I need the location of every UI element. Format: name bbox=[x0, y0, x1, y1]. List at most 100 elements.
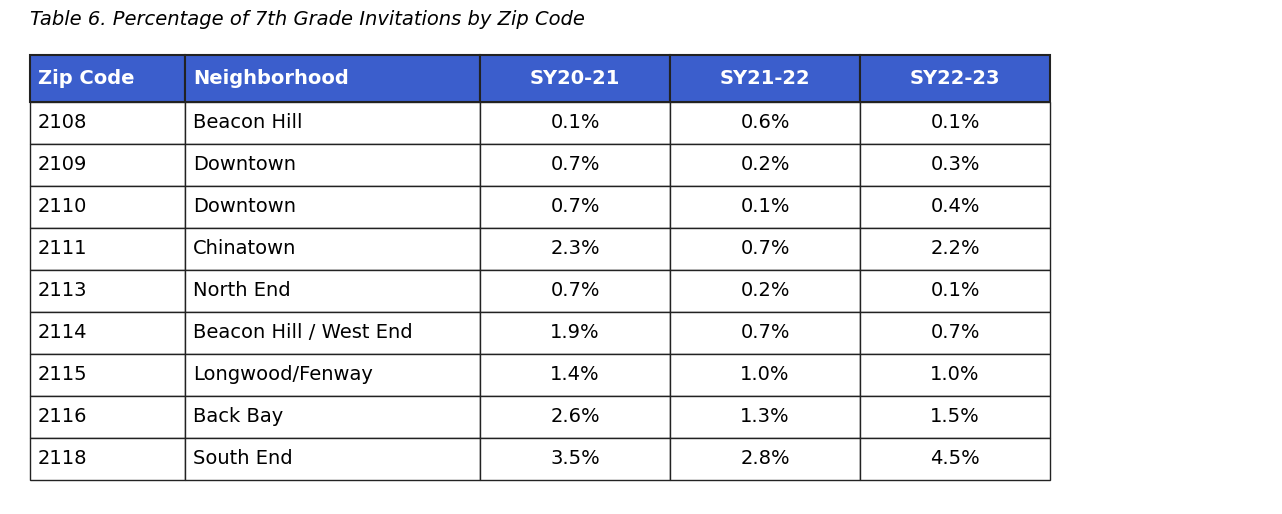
Text: 1.3%: 1.3% bbox=[740, 408, 790, 427]
Bar bbox=[670, 228, 860, 270]
Text: 0.1%: 0.1% bbox=[931, 114, 979, 133]
Bar bbox=[670, 186, 860, 228]
Text: Beacon Hill / West End: Beacon Hill / West End bbox=[194, 323, 413, 342]
Text: 2.2%: 2.2% bbox=[931, 240, 979, 259]
Text: 2116: 2116 bbox=[38, 408, 87, 427]
Text: Zip Code: Zip Code bbox=[38, 69, 135, 88]
Bar bbox=[185, 438, 479, 480]
Bar bbox=[860, 102, 1050, 144]
Text: Neighborhood: Neighborhood bbox=[194, 69, 349, 88]
Bar bbox=[185, 312, 479, 354]
Text: 0.7%: 0.7% bbox=[550, 282, 600, 301]
Bar bbox=[185, 396, 479, 438]
Text: 0.2%: 0.2% bbox=[740, 156, 790, 174]
Text: 0.2%: 0.2% bbox=[740, 282, 790, 301]
Text: 2.3%: 2.3% bbox=[550, 240, 600, 259]
Text: 4.5%: 4.5% bbox=[931, 450, 979, 468]
Text: 2115: 2115 bbox=[38, 365, 87, 384]
Bar bbox=[479, 312, 670, 354]
Bar bbox=[479, 270, 670, 312]
Text: Beacon Hill: Beacon Hill bbox=[194, 114, 303, 133]
Bar bbox=[479, 186, 670, 228]
Bar bbox=[29, 354, 185, 396]
Text: North End: North End bbox=[194, 282, 291, 301]
Text: 1.5%: 1.5% bbox=[931, 408, 979, 427]
Bar bbox=[860, 312, 1050, 354]
Bar bbox=[479, 144, 670, 186]
Bar bbox=[860, 270, 1050, 312]
Bar bbox=[670, 55, 860, 102]
Bar bbox=[185, 228, 479, 270]
Bar bbox=[860, 186, 1050, 228]
Bar bbox=[185, 270, 479, 312]
Text: 2109: 2109 bbox=[38, 156, 87, 174]
Bar bbox=[479, 354, 670, 396]
Bar bbox=[29, 144, 185, 186]
Bar bbox=[670, 102, 860, 144]
Text: 1.9%: 1.9% bbox=[550, 323, 600, 342]
Bar bbox=[479, 438, 670, 480]
Bar bbox=[860, 354, 1050, 396]
Text: Longwood/Fenway: Longwood/Fenway bbox=[194, 365, 373, 384]
Text: South End: South End bbox=[194, 450, 292, 468]
Bar bbox=[479, 102, 670, 144]
Bar bbox=[185, 144, 479, 186]
Text: SY21-22: SY21-22 bbox=[719, 69, 810, 88]
Text: 0.7%: 0.7% bbox=[550, 197, 600, 216]
Bar bbox=[860, 228, 1050, 270]
Text: SY20-21: SY20-21 bbox=[529, 69, 620, 88]
Bar bbox=[29, 396, 185, 438]
Bar bbox=[185, 102, 479, 144]
Bar bbox=[670, 270, 860, 312]
Bar bbox=[185, 55, 479, 102]
Text: 2114: 2114 bbox=[38, 323, 87, 342]
Text: 2108: 2108 bbox=[38, 114, 87, 133]
Text: Downtown: Downtown bbox=[194, 197, 296, 216]
Text: 0.7%: 0.7% bbox=[740, 240, 790, 259]
Bar bbox=[185, 354, 479, 396]
Text: 0.3%: 0.3% bbox=[931, 156, 979, 174]
Bar bbox=[670, 396, 860, 438]
Text: 0.7%: 0.7% bbox=[550, 156, 600, 174]
Bar bbox=[670, 438, 860, 480]
Text: 0.1%: 0.1% bbox=[931, 282, 979, 301]
Text: Back Bay: Back Bay bbox=[194, 408, 283, 427]
Bar bbox=[860, 144, 1050, 186]
Bar bbox=[860, 55, 1050, 102]
Bar bbox=[860, 396, 1050, 438]
Bar bbox=[670, 312, 860, 354]
Text: Chinatown: Chinatown bbox=[194, 240, 296, 259]
Text: 2111: 2111 bbox=[38, 240, 87, 259]
Text: 0.7%: 0.7% bbox=[740, 323, 790, 342]
Bar bbox=[29, 102, 185, 144]
Text: 3.5%: 3.5% bbox=[550, 450, 600, 468]
Text: 2.6%: 2.6% bbox=[550, 408, 600, 427]
Text: 2.8%: 2.8% bbox=[740, 450, 790, 468]
Text: SY22-23: SY22-23 bbox=[910, 69, 1000, 88]
Bar bbox=[670, 354, 860, 396]
Text: 1.0%: 1.0% bbox=[740, 365, 790, 384]
Text: 0.1%: 0.1% bbox=[740, 197, 790, 216]
Bar bbox=[479, 55, 670, 102]
Text: 1.4%: 1.4% bbox=[550, 365, 600, 384]
Bar bbox=[29, 312, 185, 354]
Text: 0.4%: 0.4% bbox=[931, 197, 979, 216]
Text: Table 6. Percentage of 7th Grade Invitations by Zip Code: Table 6. Percentage of 7th Grade Invitat… bbox=[29, 10, 585, 29]
Text: 2110: 2110 bbox=[38, 197, 87, 216]
Text: 1.0%: 1.0% bbox=[931, 365, 979, 384]
Text: 2113: 2113 bbox=[38, 282, 87, 301]
Bar bbox=[29, 186, 185, 228]
Bar bbox=[29, 438, 185, 480]
Bar bbox=[479, 396, 670, 438]
Text: 2118: 2118 bbox=[38, 450, 87, 468]
Text: 0.1%: 0.1% bbox=[550, 114, 600, 133]
Bar bbox=[29, 55, 185, 102]
Bar bbox=[860, 438, 1050, 480]
Text: 0.7%: 0.7% bbox=[931, 323, 979, 342]
Bar bbox=[185, 186, 479, 228]
Bar bbox=[670, 144, 860, 186]
Bar bbox=[479, 228, 670, 270]
Bar bbox=[29, 228, 185, 270]
Text: 0.6%: 0.6% bbox=[740, 114, 790, 133]
Text: Downtown: Downtown bbox=[194, 156, 296, 174]
